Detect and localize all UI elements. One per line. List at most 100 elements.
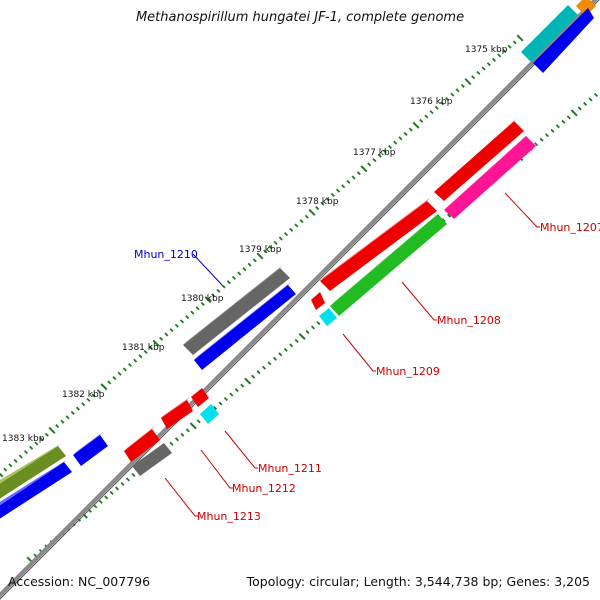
- gene-mhun-1207-feature[interactable]: [444, 132, 536, 219]
- outer-tick: [263, 249, 268, 254]
- outer-tick: [86, 397, 91, 402]
- outer-tick: [320, 201, 325, 206]
- outer-tick: [247, 262, 252, 267]
- gene-mhun-1213-red[interactable]: [124, 426, 160, 462]
- gene-mhun-1210-feature[interactable]: [194, 281, 296, 370]
- inner-tick: [104, 495, 109, 500]
- inner-tick: [93, 504, 98, 509]
- gene-label-mhun-1213[interactable]: Mhun_1213: [197, 510, 261, 523]
- feature-orange-top[interactable]: [576, 0, 596, 16]
- outer-tick: [91, 393, 96, 398]
- outer-tick: [185, 315, 190, 320]
- inner-tick: [240, 383, 245, 388]
- gene-mhun-1209-red[interactable]: [311, 292, 325, 310]
- outer-tick: [169, 328, 174, 333]
- inner-tick: [125, 477, 130, 482]
- outer-tick: [367, 162, 372, 167]
- callout-mhun-1211: [224, 430, 258, 469]
- gene-label-mhun-1212[interactable]: Mhun_1212: [232, 482, 296, 495]
- outer-tick: [476, 70, 481, 75]
- outer-tick: [424, 114, 429, 119]
- inner-tick: [180, 432, 185, 437]
- outer-tick: [0, 472, 4, 478]
- inner-tick: [310, 325, 316, 330]
- gene-mhun-1211-feature[interactable]: [200, 404, 219, 424]
- accession-label: Accession: NC_007796: [8, 574, 151, 589]
- tick-label-1378: 1378 kbp: [296, 197, 339, 207]
- feature-cyan-top[interactable]: [521, 1, 578, 62]
- outer-tick: [148, 345, 153, 350]
- gene-label-mhun-1207[interactable]: Mhun_1207: [540, 221, 600, 234]
- inner-tick: [566, 115, 571, 120]
- inner-tick: [283, 347, 288, 352]
- outer-tick: [117, 371, 122, 376]
- outer-tick: [497, 53, 502, 58]
- inner-tick: [534, 142, 539, 147]
- inner-tick: [561, 119, 566, 124]
- outer-tick: [481, 66, 486, 71]
- outer-tick: [179, 319, 185, 324]
- inner-tick: [550, 128, 555, 133]
- gene-mhun-1211-red[interactable]: [191, 388, 209, 407]
- inner-tick: [298, 332, 306, 340]
- outer-tick: [502, 49, 507, 54]
- outer-tick: [133, 358, 138, 363]
- inner-tick: [98, 499, 103, 504]
- inner-tick: [120, 481, 125, 487]
- feature-olive-bottom[interactable]: [0, 443, 66, 505]
- outer-tick: [429, 110, 434, 115]
- outer-tick: [65, 415, 70, 420]
- feature-blue-top[interactable]: [533, 8, 594, 73]
- outer-tick: [164, 332, 169, 337]
- gene-mhun-1207-red[interactable]: [434, 118, 524, 201]
- genome-summary: Topology: circular; Length: 3,544,738 bp…: [246, 574, 590, 589]
- gene-mhun-1208-feature[interactable]: [330, 210, 447, 316]
- gene-mhun-1210-gray[interactable]: [183, 264, 290, 355]
- outer-tick: [96, 389, 101, 394]
- outer-tick: [242, 267, 247, 272]
- feature-blue-bottom[interactable]: [0, 459, 72, 525]
- outer-tick: [412, 121, 420, 129]
- outer-tick: [70, 410, 75, 415]
- outer-tick: [231, 275, 237, 280]
- outer-tick: [308, 208, 316, 216]
- gene-label-mhun-1210[interactable]: Mhun_1210: [134, 248, 198, 261]
- outer-tick: [174, 323, 179, 328]
- tick-label-1379: 1379 kbp: [239, 245, 282, 255]
- inner-tick: [244, 377, 252, 385]
- inner-tick: [189, 422, 197, 430]
- gene-label-mhun-1211[interactable]: Mhun_1211: [258, 462, 322, 475]
- inner-tick: [196, 419, 201, 424]
- gene-label-mhun-1208[interactable]: Mhun_1208: [437, 314, 501, 327]
- outer-tick: [450, 92, 455, 97]
- outer-tick: [393, 140, 398, 145]
- tick-label-1382: 1382 kbp: [62, 390, 105, 400]
- outer-tick: [48, 426, 56, 434]
- gene-label-mhun-1209[interactable]: Mhun_1209: [376, 365, 440, 378]
- inner-tick: [278, 352, 283, 357]
- inner-tick: [305, 329, 310, 335]
- outer-tick: [55, 424, 60, 429]
- outer-tick: [256, 252, 264, 260]
- outer-tick: [360, 165, 368, 173]
- outer-tick: [341, 184, 346, 189]
- outer-tick: [304, 214, 309, 219]
- inner-tick: [289, 343, 294, 348]
- inner-tick: [115, 486, 120, 491]
- outer-tick: [3, 467, 8, 472]
- feature-blue-small[interactable]: [73, 432, 108, 466]
- inner-tick: [213, 405, 218, 411]
- outer-tick: [387, 144, 393, 150]
- outer-tick: [13, 458, 18, 463]
- gene-mhun-1208-red[interactable]: [320, 197, 437, 291]
- inner-tick: [229, 392, 234, 397]
- gene-mhun-1209-feature[interactable]: [319, 308, 337, 326]
- inner-tick: [583, 101, 588, 106]
- outer-tick: [75, 406, 81, 411]
- tick-label-1381: 1381 kbp: [122, 343, 165, 353]
- gene-mhun-1213-gray[interactable]: [132, 443, 172, 476]
- tick-label-1375: 1375 kbp: [465, 45, 508, 55]
- outer-tick: [39, 437, 44, 442]
- gene-mhun-1212-red[interactable]: [161, 397, 193, 429]
- outer-tick: [408, 127, 413, 132]
